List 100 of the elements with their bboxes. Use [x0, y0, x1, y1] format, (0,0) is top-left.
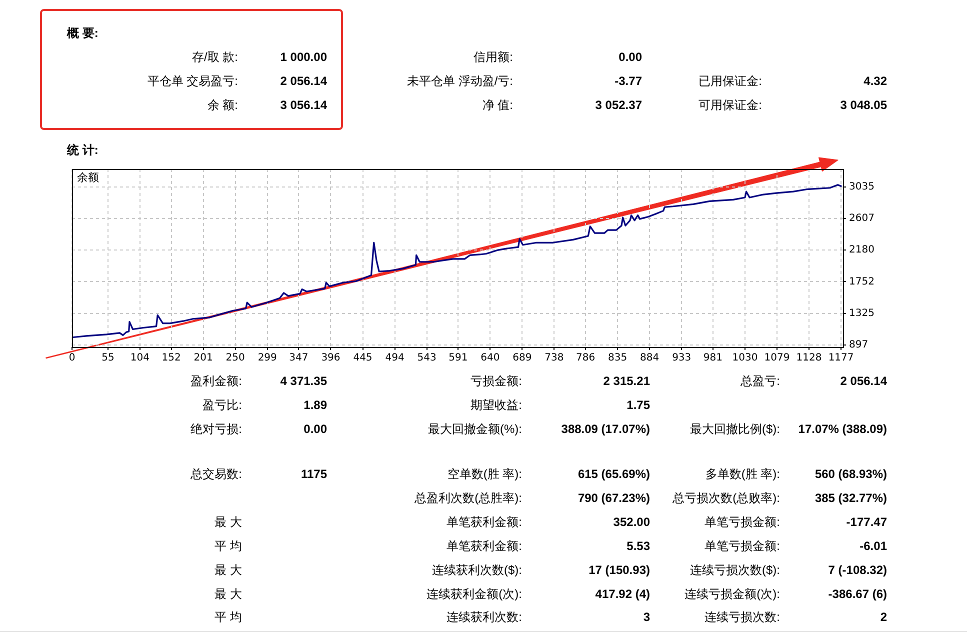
text: 净 值: [482, 97, 513, 113]
text: 总盈利次数(总胜率): [414, 490, 522, 506]
text: 2 056.14 [280, 73, 327, 89]
x-tick-label: 1079 [764, 352, 790, 364]
text: 17 (150.93) [588, 562, 650, 578]
x-tick-label: 1128 [796, 352, 822, 364]
text: 2 056.14 [840, 373, 887, 389]
text: 单笔亏损金额: [704, 538, 780, 554]
text: -3.77 [614, 73, 642, 89]
x-tick-label: 689 [512, 352, 532, 364]
text: 17.07% (388.09) [798, 421, 887, 437]
text: 0.00 [618, 49, 642, 65]
text: 2 [880, 609, 887, 625]
x-tick-label: 250 [226, 352, 245, 364]
text: 3 056.14 [280, 97, 327, 113]
text: 1 000.00 [280, 49, 327, 65]
text: 3 052.37 [595, 97, 642, 113]
text: 盈利金额: [190, 373, 242, 389]
text: 单笔亏损金额: [704, 514, 780, 530]
y-tick-label: 2180 [849, 244, 874, 256]
text: 5.53 [626, 538, 650, 554]
annotation: 余额 [77, 170, 99, 184]
y-tick-label: 897 [849, 340, 868, 351]
x-tick-label: 981 [703, 352, 723, 364]
text: 615 (65.69%) [578, 466, 650, 482]
text: 概 要: [67, 25, 98, 41]
text: 1.89 [304, 397, 327, 413]
y-tick-label: 2607 [849, 213, 874, 224]
text: 存/取 款: [192, 49, 238, 65]
text: 多单数(胜 率): [705, 466, 780, 482]
x-tick-label: 347 [289, 352, 308, 364]
text: 1.75 [626, 397, 650, 413]
text: 最大回撤比例($): [690, 421, 780, 437]
y-tick-label: 1752 [849, 276, 874, 288]
x-tick-label: 1030 [732, 352, 758, 364]
text: 4 371.35 [280, 373, 327, 389]
text: 平 均 [214, 538, 242, 554]
x-tick-label: 591 [448, 352, 468, 364]
text: 2 315.21 [603, 373, 650, 389]
x-tick-label: 738 [544, 352, 564, 364]
x-tick-label: 299 [258, 352, 277, 364]
text: 3 048.05 [840, 97, 887, 113]
text: 总亏损次数(总败率): [672, 490, 780, 506]
x-tick-label: 543 [417, 352, 436, 364]
x-tick-label: 55 [102, 352, 114, 364]
text: 1175 [300, 466, 327, 482]
text: 信用额: [474, 49, 513, 65]
x-tick-label: 786 [576, 352, 596, 364]
text: 余 额: [207, 97, 238, 113]
x-tick-label: 884 [640, 352, 660, 364]
text: 空单数(胜 率): [447, 466, 522, 482]
text: 0.00 [304, 421, 327, 437]
text: 352.00 [613, 514, 650, 530]
text: 总交易数: [190, 466, 242, 482]
text: 平仓单 交易盈亏: [147, 73, 238, 89]
text: 未平仓单 浮动盈/亏: [406, 73, 513, 89]
x-tick-label: 396 [321, 352, 340, 364]
text: 最大回撤金额(%): [428, 421, 522, 437]
text: 417.92 (4) [595, 586, 650, 602]
y-tick-label: 3035 [849, 181, 874, 192]
x-tick-label: 494 [385, 352, 404, 364]
text: 连续亏损金额(次): [684, 586, 780, 602]
text: 最 大 [214, 514, 242, 530]
text: 790 (67.23%) [578, 490, 650, 506]
text: 560 (68.93%) [814, 466, 887, 482]
y-tick-label: 1325 [849, 308, 874, 319]
text: 期望收益: [470, 397, 522, 413]
text: -177.47 [846, 514, 887, 530]
x-tick-label: 201 [194, 352, 213, 364]
x-tick-label: 835 [608, 352, 628, 364]
text: 连续获利次数($): [432, 562, 522, 578]
text: 可用保证金: [698, 97, 762, 113]
x-tick-label: 445 [353, 352, 372, 364]
x-tick-label: 933 [672, 352, 692, 364]
text: 3 [643, 609, 650, 625]
x-tick-label: 1177 [828, 352, 854, 364]
text: 绝对亏损: [190, 421, 242, 437]
text: 已用保证金: [698, 73, 762, 89]
text: 7 (-108.32) [828, 562, 887, 578]
x-tick-label: 0 [68, 352, 76, 364]
text: 单笔获利金额: [446, 514, 522, 530]
text: 连续亏损次数: [704, 609, 780, 625]
x-tick-label: 152 [162, 352, 181, 364]
text: 盈亏比: [202, 397, 242, 413]
text: -386.67 (6) [828, 586, 887, 602]
chart-title: 统 计: [67, 142, 98, 158]
x-tick-label: 104 [130, 352, 150, 364]
text: 亏损金额: [470, 373, 522, 389]
x-tick-label: 640 [480, 352, 500, 364]
text: 388.09 (17.07%) [561, 421, 650, 437]
text: 单笔获利金额: [446, 538, 522, 554]
text: 总盈亏: [740, 373, 780, 389]
text: 平 均 [214, 609, 242, 625]
text: 385 (32.77%) [814, 490, 887, 506]
text: 最 大 [214, 562, 242, 578]
text: 最 大 [214, 586, 242, 602]
text: 连续获利次数: [446, 609, 522, 625]
text: 4.32 [864, 73, 887, 89]
text: -6.01 [860, 538, 887, 554]
text: 连续亏损次数($): [690, 562, 780, 578]
